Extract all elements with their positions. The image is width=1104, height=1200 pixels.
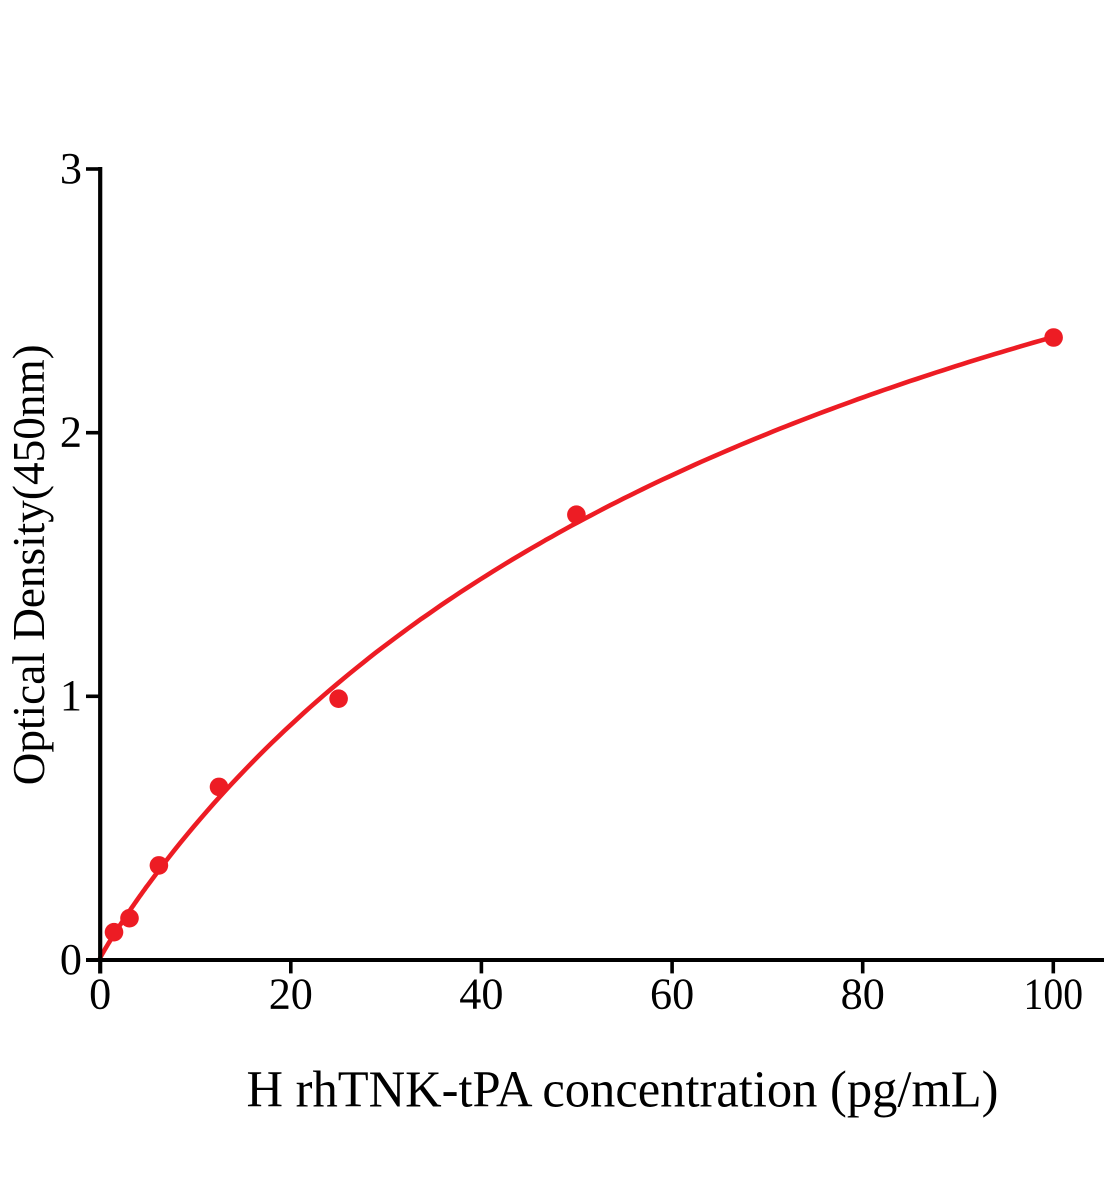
- svg-text:100: 100: [1024, 969, 1084, 1018]
- svg-text:Optical Density(450nm): Optical Density(450nm): [4, 344, 54, 785]
- svg-text:3: 3: [60, 144, 82, 193]
- svg-text:80: 80: [841, 969, 885, 1018]
- svg-text:2: 2: [60, 408, 82, 457]
- svg-text:0: 0: [89, 969, 111, 1018]
- svg-text:20: 20: [269, 969, 313, 1018]
- svg-text:40: 40: [459, 969, 503, 1018]
- svg-text:1: 1: [60, 671, 82, 720]
- svg-text:60: 60: [650, 969, 694, 1018]
- svg-text:H rhTNK-tPA concentration (pg/: H rhTNK-tPA concentration (pg/mL): [247, 1061, 999, 1118]
- svg-text:0: 0: [60, 935, 82, 984]
